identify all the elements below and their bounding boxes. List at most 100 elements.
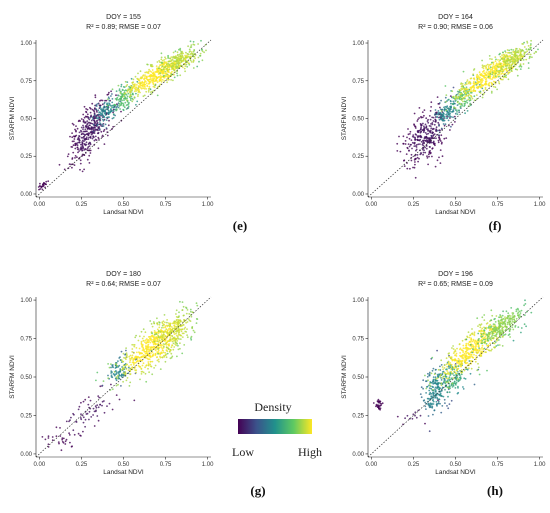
data-point bbox=[88, 124, 91, 127]
data-point bbox=[509, 54, 511, 57]
data-point bbox=[171, 335, 174, 338]
data-point bbox=[490, 319, 492, 322]
data-point bbox=[59, 427, 61, 429]
data-point bbox=[420, 396, 423, 399]
data-point bbox=[480, 348, 482, 350]
data-point bbox=[131, 348, 134, 350]
data-point bbox=[151, 355, 154, 358]
data-point bbox=[426, 386, 428, 388]
data-point bbox=[516, 60, 519, 63]
data-point bbox=[438, 136, 440, 139]
data-point bbox=[428, 399, 431, 402]
data-point bbox=[440, 384, 443, 387]
data-point bbox=[186, 334, 189, 336]
data-point bbox=[472, 73, 474, 76]
data-point bbox=[411, 135, 414, 138]
data-point bbox=[527, 45, 530, 47]
data-point bbox=[500, 322, 502, 325]
data-point bbox=[493, 346, 496, 349]
data-point bbox=[147, 87, 150, 90]
data-point bbox=[139, 378, 141, 381]
data-point bbox=[158, 326, 161, 329]
data-point bbox=[460, 377, 462, 380]
data-point bbox=[76, 148, 79, 151]
data-point bbox=[502, 334, 505, 337]
data-point bbox=[82, 430, 84, 433]
data-point bbox=[122, 364, 125, 367]
data-point bbox=[447, 99, 449, 101]
data-point bbox=[450, 125, 452, 128]
data-point bbox=[143, 335, 145, 338]
data-point bbox=[131, 366, 134, 369]
data-point bbox=[431, 405, 434, 408]
data-point bbox=[446, 391, 449, 394]
data-point bbox=[463, 360, 466, 362]
data-point bbox=[160, 69, 163, 71]
data-point bbox=[191, 52, 194, 55]
data-point bbox=[457, 93, 459, 95]
data-point bbox=[156, 317, 158, 320]
data-point bbox=[42, 185, 45, 188]
data-point bbox=[428, 389, 431, 392]
data-point bbox=[499, 55, 502, 58]
data-point bbox=[520, 65, 523, 68]
data-point bbox=[90, 128, 92, 131]
data-point bbox=[437, 393, 440, 396]
data-point bbox=[137, 93, 140, 96]
data-point bbox=[485, 64, 488, 67]
data-point bbox=[131, 100, 134, 103]
x-tick-label: 0.75 bbox=[492, 462, 504, 468]
data-point bbox=[447, 352, 450, 355]
y-axis-label: STARFM NDVI bbox=[9, 97, 16, 141]
data-point bbox=[508, 320, 511, 323]
data-point bbox=[125, 367, 128, 370]
data-point bbox=[466, 79, 469, 81]
data-point bbox=[458, 89, 461, 91]
data-point bbox=[432, 127, 434, 130]
data-point bbox=[514, 68, 517, 71]
data-point bbox=[79, 147, 82, 150]
data-point bbox=[516, 312, 519, 315]
data-point bbox=[156, 356, 158, 359]
data-point bbox=[503, 54, 506, 57]
data-point bbox=[482, 332, 485, 335]
data-point bbox=[451, 103, 454, 105]
panel-title: DOY = 180 bbox=[106, 271, 141, 278]
data-point bbox=[482, 89, 485, 92]
data-point bbox=[188, 313, 191, 315]
data-point bbox=[437, 112, 439, 115]
data-point bbox=[173, 76, 176, 79]
data-point bbox=[145, 380, 148, 383]
data-point bbox=[158, 67, 160, 69]
data-point bbox=[122, 103, 125, 106]
data-point bbox=[149, 348, 152, 351]
data-point bbox=[71, 122, 74, 125]
data-point bbox=[450, 378, 452, 381]
data-point bbox=[430, 106, 432, 108]
data-point bbox=[76, 127, 79, 130]
data-point bbox=[104, 114, 107, 116]
x-tick-label: 1.00 bbox=[534, 202, 546, 208]
data-point bbox=[191, 311, 194, 314]
data-point bbox=[77, 137, 80, 140]
data-point bbox=[90, 126, 93, 128]
data-point bbox=[168, 63, 171, 66]
data-point bbox=[107, 98, 109, 101]
data-point bbox=[113, 371, 116, 373]
data-point bbox=[194, 57, 197, 60]
data-point bbox=[485, 333, 488, 336]
data-point bbox=[456, 101, 459, 104]
data-point bbox=[462, 70, 465, 73]
data-point bbox=[174, 328, 176, 331]
data-point bbox=[69, 135, 71, 138]
data-point bbox=[511, 318, 514, 321]
data-point bbox=[98, 128, 101, 131]
data-point bbox=[464, 83, 466, 86]
data-point bbox=[41, 436, 44, 438]
data-point bbox=[433, 409, 436, 412]
data-point bbox=[469, 344, 472, 346]
data-point bbox=[498, 328, 500, 331]
data-point bbox=[498, 69, 500, 72]
data-point bbox=[135, 88, 138, 91]
